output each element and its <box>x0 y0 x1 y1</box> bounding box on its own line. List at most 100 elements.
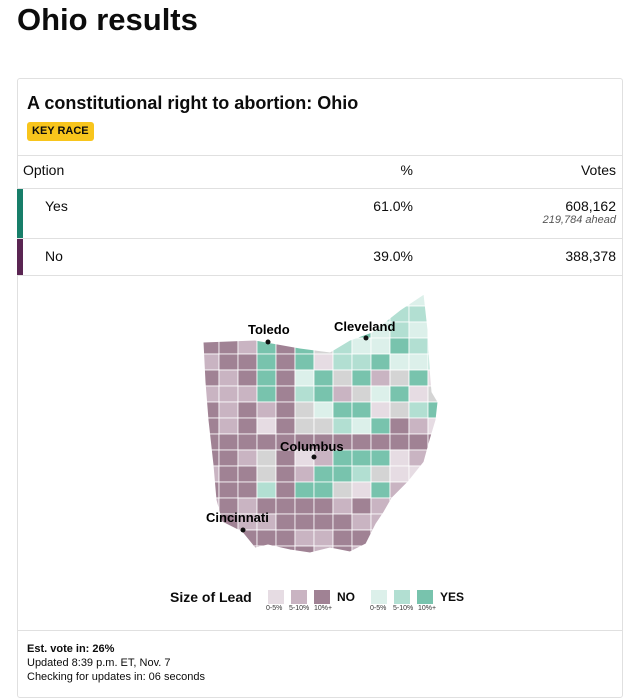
county <box>203 545 220 553</box>
legend-swatch <box>417 590 433 604</box>
county <box>427 337 438 355</box>
county <box>351 449 372 467</box>
percent: 39.0% <box>373 248 413 264</box>
race-title: A constitutional right to abortion: Ohio <box>27 93 359 113</box>
county <box>256 294 277 307</box>
county <box>218 449 239 467</box>
county <box>370 337 391 355</box>
county <box>294 305 315 323</box>
county <box>370 449 391 467</box>
city-dot <box>363 335 369 341</box>
county <box>332 401 353 419</box>
city-label: Toledo <box>248 322 290 337</box>
county <box>389 353 410 371</box>
legend-label: YES <box>440 590 465 604</box>
county <box>237 353 258 371</box>
county <box>237 305 258 323</box>
legend-swatch <box>268 590 284 604</box>
county <box>351 417 372 435</box>
county <box>256 305 277 323</box>
county <box>275 305 296 323</box>
county <box>256 401 277 419</box>
county <box>408 497 429 515</box>
county <box>256 353 277 371</box>
county <box>218 545 239 553</box>
county <box>313 497 334 515</box>
county <box>332 497 353 515</box>
county <box>427 321 438 339</box>
legend-step: 10%+ <box>314 605 333 612</box>
county <box>275 353 296 371</box>
county <box>389 529 410 547</box>
votes: 388,378 <box>565 248 616 264</box>
county <box>313 529 334 547</box>
legend-step: 0-5% <box>370 605 387 612</box>
county <box>294 353 315 371</box>
legend-step: 5-10% <box>393 605 414 612</box>
county <box>389 337 410 355</box>
percent: 61.0% <box>373 198 413 214</box>
county <box>370 401 391 419</box>
county <box>203 465 220 483</box>
county <box>218 353 239 371</box>
legend-step: 10%+ <box>418 605 437 612</box>
county <box>218 465 239 483</box>
county <box>408 529 429 547</box>
county <box>313 353 334 371</box>
county <box>256 449 277 467</box>
county <box>408 401 429 419</box>
county <box>294 294 315 307</box>
county <box>218 401 239 419</box>
county <box>275 401 296 419</box>
county <box>427 497 438 515</box>
county <box>256 417 277 435</box>
county <box>332 513 353 531</box>
divider <box>17 275 623 276</box>
county <box>370 433 391 451</box>
county <box>351 433 372 451</box>
county <box>256 545 277 553</box>
county <box>351 513 372 531</box>
county <box>237 294 258 307</box>
divider <box>17 155 623 156</box>
county <box>294 401 315 419</box>
county <box>427 545 438 553</box>
county <box>294 465 315 483</box>
county <box>408 337 429 355</box>
county <box>256 433 277 451</box>
county <box>370 417 391 435</box>
divider <box>17 188 623 189</box>
county <box>203 353 220 371</box>
county <box>237 545 258 553</box>
county <box>203 401 220 419</box>
county <box>351 401 372 419</box>
county <box>408 513 429 531</box>
county <box>332 465 353 483</box>
legend-step: 0-5% <box>266 605 283 612</box>
column-header: % <box>400 162 413 178</box>
county <box>427 465 438 483</box>
county <box>237 449 258 467</box>
county <box>256 529 277 547</box>
county <box>203 369 220 387</box>
county <box>218 385 239 403</box>
city-dot <box>265 339 271 345</box>
county <box>218 294 239 307</box>
county <box>408 385 429 403</box>
county <box>275 465 296 483</box>
updated-time: Updated 8:39 p.m. ET, Nov. 7 <box>27 657 171 669</box>
county <box>275 545 296 553</box>
county <box>237 385 258 403</box>
county <box>351 465 372 483</box>
county <box>370 529 391 547</box>
county <box>275 513 296 531</box>
county <box>256 465 277 483</box>
county <box>294 385 315 403</box>
county <box>313 369 334 387</box>
county <box>313 294 334 307</box>
yes-color-bar <box>17 189 23 238</box>
county <box>313 417 334 435</box>
county <box>389 417 410 435</box>
county <box>370 369 391 387</box>
legend-swatch <box>314 590 330 604</box>
